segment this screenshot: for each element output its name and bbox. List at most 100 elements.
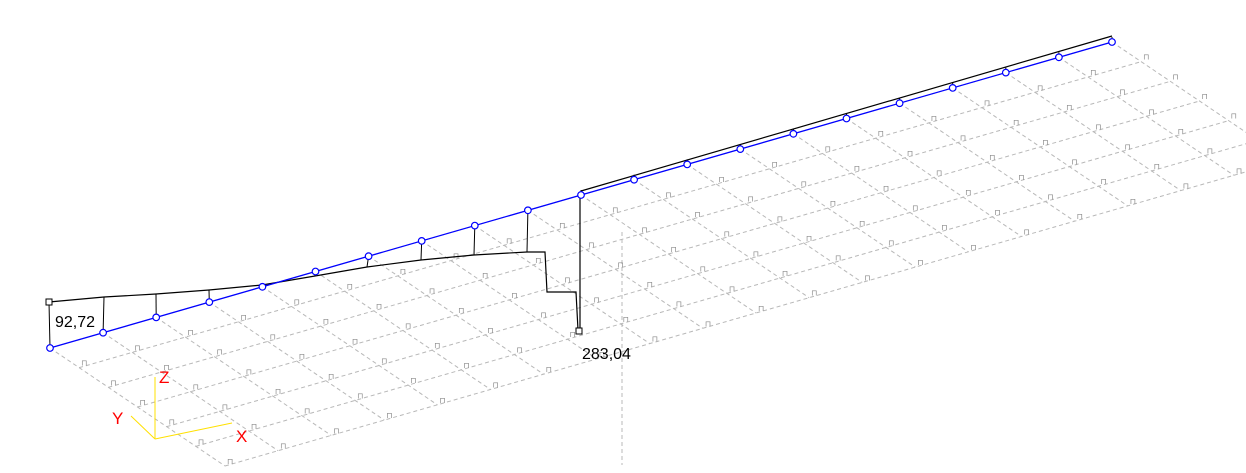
support-symbol-icon: ⊓	[333, 426, 339, 435]
support-symbol-icon: ⊓	[110, 378, 116, 387]
support-symbol-icon: ⊓	[217, 348, 223, 357]
support-symbol-icon: ⊓	[748, 195, 754, 204]
support-symbol-icon: ⊓	[907, 149, 913, 158]
support-symbol-icon: ⊓	[782, 269, 788, 278]
support-symbol-icon: ⊓	[405, 322, 411, 331]
beam-node	[631, 176, 638, 183]
support-symbol-icon: ⊓	[1178, 127, 1184, 136]
grid-line-transverse	[156, 317, 331, 435]
beam-node	[790, 131, 797, 138]
support-symbol-icon: ⊓	[81, 359, 87, 368]
support-symbol-icon: ⊓	[323, 317, 329, 326]
grid-line-transverse	[50, 348, 225, 466]
support-symbol-icon: ⊓	[588, 241, 594, 250]
support-symbol-icon: ⊓	[854, 164, 860, 173]
support-symbol-icon: ⊓	[564, 276, 570, 285]
support-symbol-icon: ⊓	[888, 238, 894, 247]
support-symbol-icon: ⊓	[623, 315, 629, 324]
beam-node	[259, 284, 266, 291]
support-symbol-icon: ⊓	[400, 267, 406, 276]
support-symbol-icon: ⊓	[169, 418, 175, 427]
y-axis-line	[131, 416, 155, 439]
support-symbol-icon: ⊓	[559, 221, 565, 230]
grid-line-transverse	[316, 272, 491, 390]
support-symbol-icon: ⊓	[641, 225, 647, 234]
support-symbol-icon: ⊓	[1047, 193, 1053, 202]
support-symbols: ⊓ ⊓ ⊓ ⊓ ⊓ ⊓ ⊓ ⊓ ⊓ ⊓ ⊓ ⊓ ⊓ ⊓ ⊓ ⊓ ⊓ ⊓ ⊓ ⊓ ⊓ ⊓ ⊓ ⊓ ⊓ ⊓ ⊓ ⊓ ⊓ ⊓ ⊓ ⊓ ⊓ ⊓ ⊓ ⊓ ⊓ ⊓ ⊓ ⊓…	[81, 53, 1246, 466]
support-symbol-icon: ⊓	[482, 271, 488, 280]
support-symbol-icon: ⊓	[511, 291, 517, 300]
support-symbol-icon: ⊓	[280, 442, 286, 451]
support-symbol-icon: ⊓	[463, 361, 469, 370]
support-symbol-icon: ⊓	[222, 402, 228, 411]
diagram-ordinate	[527, 210, 528, 252]
support-symbol-icon: ⊓	[328, 372, 334, 381]
support-symbol-icon: ⊓	[724, 230, 730, 239]
beam-node	[1003, 69, 1010, 76]
beam-node	[684, 161, 691, 168]
grid-line-transverse	[422, 241, 597, 359]
support-symbol-icon: ⊓	[487, 326, 493, 335]
support-symbol-icon: ⊓	[429, 287, 435, 296]
support-symbol-icon: ⊓	[227, 457, 233, 466]
support-symbol-icon: ⊓	[1024, 228, 1030, 237]
grid-line-transverse	[847, 119, 1022, 237]
support-symbol-icon: ⊓	[458, 306, 464, 315]
support-symbol-icon: ⊓	[304, 407, 310, 416]
support-symbol-icon: ⊓	[540, 311, 546, 320]
grid-line-transverse	[634, 180, 809, 298]
support-symbol-icon: ⊓	[410, 376, 416, 385]
peak-value-label: 283,04	[582, 346, 631, 363]
support-symbol-icon: ⊓	[617, 260, 623, 269]
grid-line-transverse	[1006, 73, 1181, 191]
support-symbol-icon: ⊓	[835, 254, 841, 263]
support-symbol-icon: ⊓	[246, 367, 252, 376]
support-symbol-icon: ⊓	[493, 381, 499, 390]
beam-node	[418, 238, 425, 245]
support-symbol-icon: ⊓	[516, 346, 522, 355]
support-symbol-icon: ⊓	[647, 280, 653, 289]
support-symbol-icon: ⊓	[825, 144, 831, 153]
beam-node	[153, 314, 160, 321]
support-symbol-icon: ⊓	[941, 223, 947, 232]
support-symbol-icon: ⊓	[676, 300, 682, 309]
grid-line-transverse	[1112, 42, 1246, 160]
support-symbol-icon: ⊓	[878, 129, 884, 138]
beam-node	[578, 192, 585, 199]
support-symbol-icon: ⊓	[1101, 177, 1107, 186]
support-symbol-icon: ⊓	[294, 297, 300, 306]
support-symbol-icon: ⊓	[1231, 112, 1237, 121]
grid-line-transverse	[528, 210, 703, 328]
support-symbol-icon: ⊓	[700, 265, 706, 274]
beam-node	[1056, 54, 1063, 61]
support-symbol-icon: ⊓	[386, 411, 392, 420]
beam-nodes	[47, 39, 1116, 352]
beam-node	[896, 100, 903, 107]
support-symbol-icon: ⊓	[1018, 173, 1024, 182]
grid-line-transverse	[1059, 57, 1234, 175]
support-symbol-icon: ⊓	[753, 249, 759, 258]
grid-line-transverse	[581, 195, 756, 313]
grid-line-transverse	[793, 134, 968, 252]
support-symbol-icon: ⊓	[187, 328, 193, 337]
peak-marker	[576, 328, 582, 334]
support-symbol-icon: ⊓	[193, 383, 199, 392]
grid-line-transverse	[687, 164, 862, 282]
support-symbol-icon: ⊓	[917, 258, 923, 267]
x-axis-label: X	[236, 427, 247, 446]
support-symbol-icon: ⊓	[864, 273, 870, 282]
beam-node	[365, 253, 372, 260]
support-symbol-icon: ⊓	[1143, 53, 1149, 62]
beam-node	[472, 222, 479, 229]
support-symbol-icon: ⊓	[1037, 83, 1043, 92]
support-symbol-icon: ⊓	[376, 302, 382, 311]
support-symbol-icon: ⊓	[439, 396, 445, 405]
support-symbol-icon: ⊓	[240, 313, 246, 322]
diagram-ordinate	[49, 302, 50, 348]
support-symbol-icon: ⊓	[1090, 68, 1096, 77]
beam-node	[737, 146, 744, 153]
support-symbol-icon: ⊓	[299, 352, 305, 361]
support-symbol-icon: ⊓	[270, 332, 276, 341]
